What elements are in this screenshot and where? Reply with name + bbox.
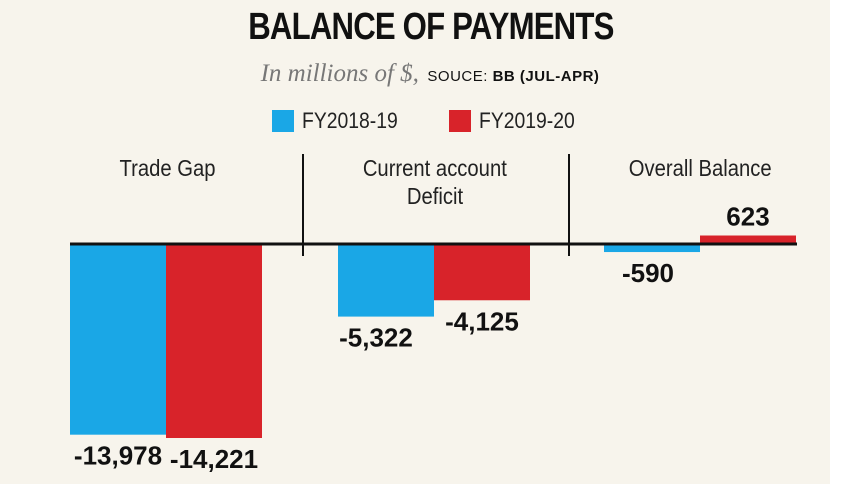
value-label: -13,978 [74, 441, 162, 471]
category-label-line: Overall Balance [628, 155, 772, 181]
bar-fy2018-19-1 [338, 244, 434, 317]
bar-fy2019-20-0 [166, 244, 262, 438]
bar-fy2019-20-1 [434, 244, 530, 301]
chart-title: BALANCE OF PAYMENTS [248, 6, 614, 48]
bar-fy2018-19-0 [70, 244, 166, 435]
category-label-trade-gap: Trade Gap [70, 154, 266, 182]
legend-swatch-fy2019-20 [449, 110, 471, 132]
value-label: -4,125 [445, 306, 519, 336]
source-prefix: SOUCE: [427, 68, 493, 85]
legend-swatch-fy2018-19 [272, 110, 295, 132]
category-label-line: Current account [362, 155, 507, 181]
value-label: -14,221 [170, 444, 258, 474]
bar-fy2019-20-2 [700, 235, 796, 244]
legend-item-fy2019-20: FY2019-20 [449, 108, 588, 134]
value-label: 623 [726, 202, 769, 232]
bar-fy2018-19-2 [604, 244, 700, 253]
value-label: -590 [622, 258, 674, 288]
source-note: SOUCE: BB (JUL-APR) [427, 68, 599, 85]
subtitle: In millions of $, SOUCE: BB (JUL-APR) [0, 60, 860, 88]
source-name: BB (JUL-APR) [492, 68, 600, 85]
legend-label-fy2019-20: FY2019-20 [479, 108, 575, 133]
category-label-current-account-deficit: Current account Deficit [320, 154, 550, 210]
category-label-overall-balance: Overall Balance [590, 154, 810, 182]
unit-subtitle: In millions of $, [260, 60, 419, 87]
legend-label-fy2018-19: FY2018-19 [302, 108, 398, 133]
value-label: -5,322 [339, 323, 413, 353]
legend: FY2018-19 FY2019-20 [0, 108, 860, 134]
category-label-line: Trade Gap [119, 155, 217, 181]
category-label-line: Deficit [406, 183, 464, 209]
legend-item-fy2018-19: FY2018-19 [272, 108, 411, 134]
